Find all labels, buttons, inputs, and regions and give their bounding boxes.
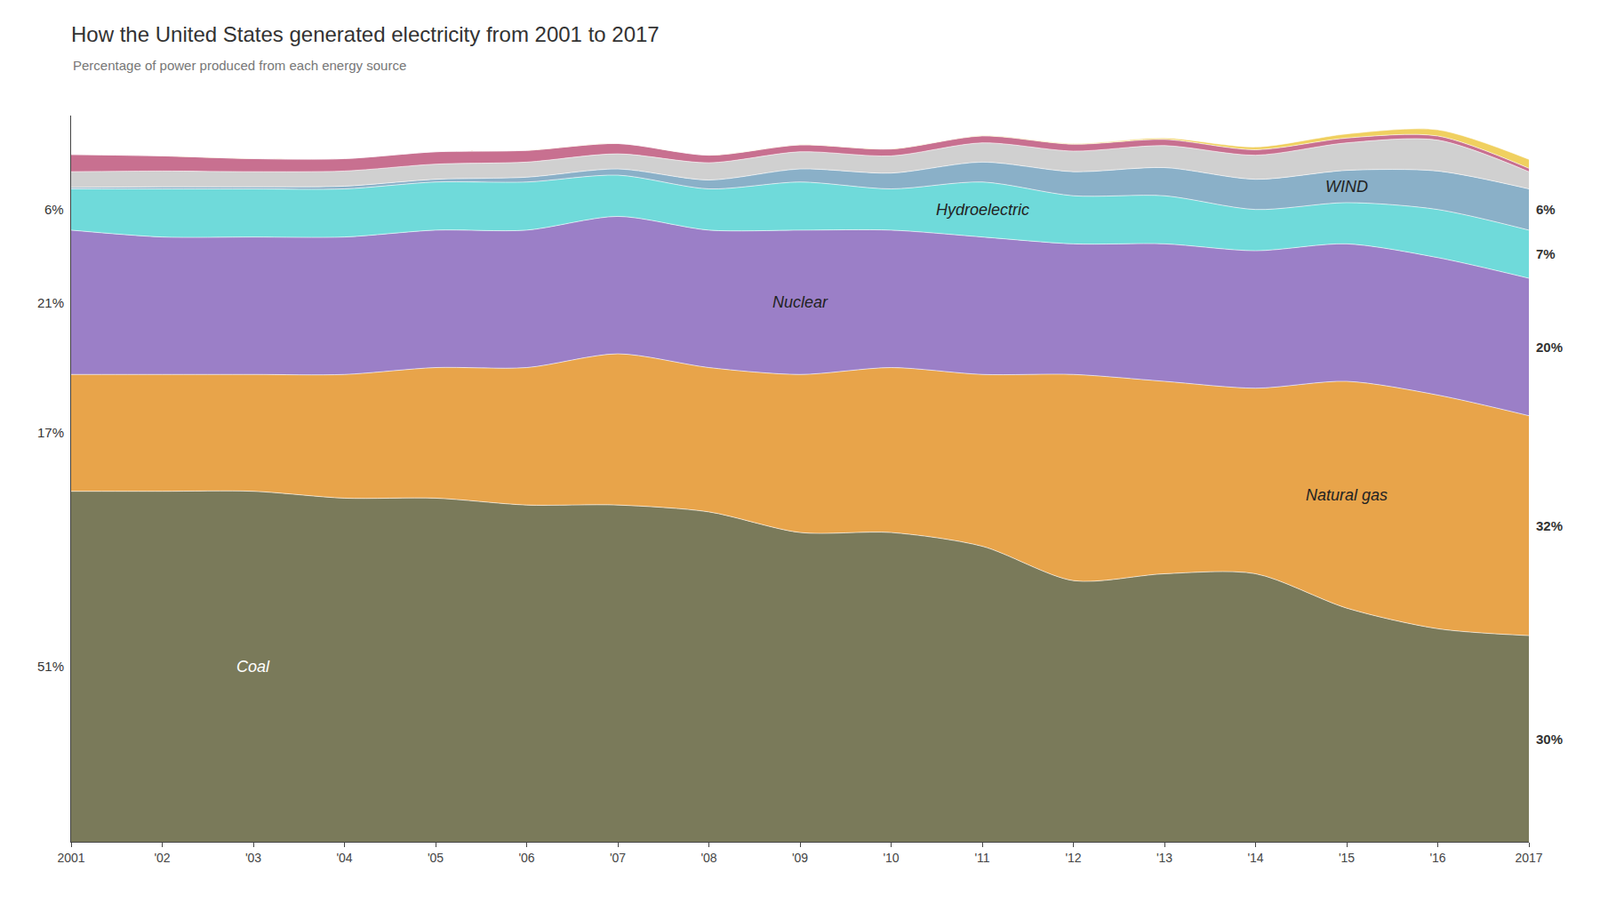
svg-text:'10: '10: [882, 850, 899, 865]
svg-text:'08: '08: [700, 850, 717, 865]
svg-text:Natural gas: Natural gas: [1305, 486, 1388, 504]
svg-text:20%: 20%: [1536, 339, 1563, 355]
svg-text:'03: '03: [245, 850, 262, 865]
svg-text:6%: 6%: [44, 201, 64, 217]
svg-text:'13: '13: [1156, 850, 1173, 865]
svg-text:2001: 2001: [56, 850, 85, 865]
svg-text:51%: 51%: [37, 658, 64, 674]
svg-text:'11: '11: [974, 850, 990, 865]
svg-text:'15: '15: [1338, 850, 1355, 865]
svg-text:'09: '09: [792, 850, 808, 865]
svg-text:WIND: WIND: [1325, 177, 1368, 196]
svg-text:32%: 32%: [1536, 518, 1563, 534]
svg-text:'07: '07: [609, 850, 626, 865]
svg-text:7%: 7%: [1536, 246, 1556, 262]
svg-text:Hydroelectric: Hydroelectric: [936, 200, 1030, 219]
svg-text:'02: '02: [153, 850, 170, 865]
svg-text:2017: 2017: [1514, 850, 1543, 865]
svg-text:17%: 17%: [37, 424, 64, 440]
svg-text:21%: 21%: [37, 295, 64, 311]
svg-text:'16: '16: [1429, 850, 1446, 865]
svg-text:'14: '14: [1247, 850, 1264, 865]
svg-text:How the United States generate: How the United States generated electric…: [71, 22, 660, 47]
svg-text:Nuclear: Nuclear: [772, 293, 829, 312]
svg-text:Coal: Coal: [236, 657, 271, 676]
svg-text:Percentage of power produced f: Percentage of power produced from each e…: [72, 57, 407, 73]
svg-text:'05: '05: [427, 850, 444, 865]
svg-text:6%: 6%: [1536, 201, 1556, 217]
svg-text:30%: 30%: [1536, 731, 1563, 747]
svg-text:'06: '06: [518, 850, 535, 865]
svg-text:'04: '04: [336, 850, 352, 865]
svg-text:'12: '12: [1064, 850, 1081, 865]
